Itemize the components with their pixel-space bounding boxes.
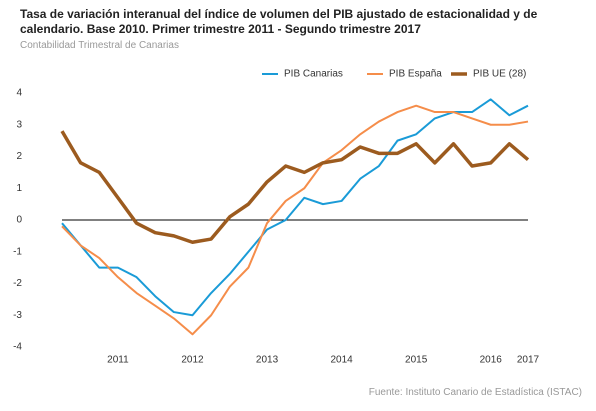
y-tick-label: 2 xyxy=(16,151,22,162)
x-tick-label: 2017 xyxy=(517,355,540,366)
chart-subtitle: Contabilidad Trimestral de Canarias xyxy=(20,40,179,51)
chart-title: Tasa de variación interanual del índice … xyxy=(20,7,538,36)
legend-label: PIB Canarias xyxy=(284,69,343,80)
y-tick-label: 4 xyxy=(16,88,22,99)
y-tick-label: 3 xyxy=(16,119,22,130)
series-line xyxy=(60,130,530,244)
x-tick-label: 2014 xyxy=(330,355,353,366)
series-line xyxy=(61,104,529,336)
x-tick-label: 2013 xyxy=(256,355,279,366)
y-tick-label: -2 xyxy=(13,278,22,289)
x-tick-label: 2012 xyxy=(181,355,204,366)
source: Fuente: Instituto Canario de Estadística… xyxy=(368,387,582,398)
legend-label: PIB UE (28) xyxy=(473,69,526,80)
y-tick-label: 0 xyxy=(16,215,22,226)
y-tick-label: -4 xyxy=(13,342,22,353)
x-tick-label: 2015 xyxy=(405,355,428,366)
legend-label: PIB España xyxy=(389,69,442,80)
x-tick-label: 2016 xyxy=(480,355,503,366)
y-tick-label: -3 xyxy=(13,310,22,321)
y-tick-label: 1 xyxy=(16,183,22,194)
series-line xyxy=(61,98,529,317)
x-tick-label: 2011 xyxy=(107,355,129,366)
y-tick-label: -1 xyxy=(13,246,22,257)
